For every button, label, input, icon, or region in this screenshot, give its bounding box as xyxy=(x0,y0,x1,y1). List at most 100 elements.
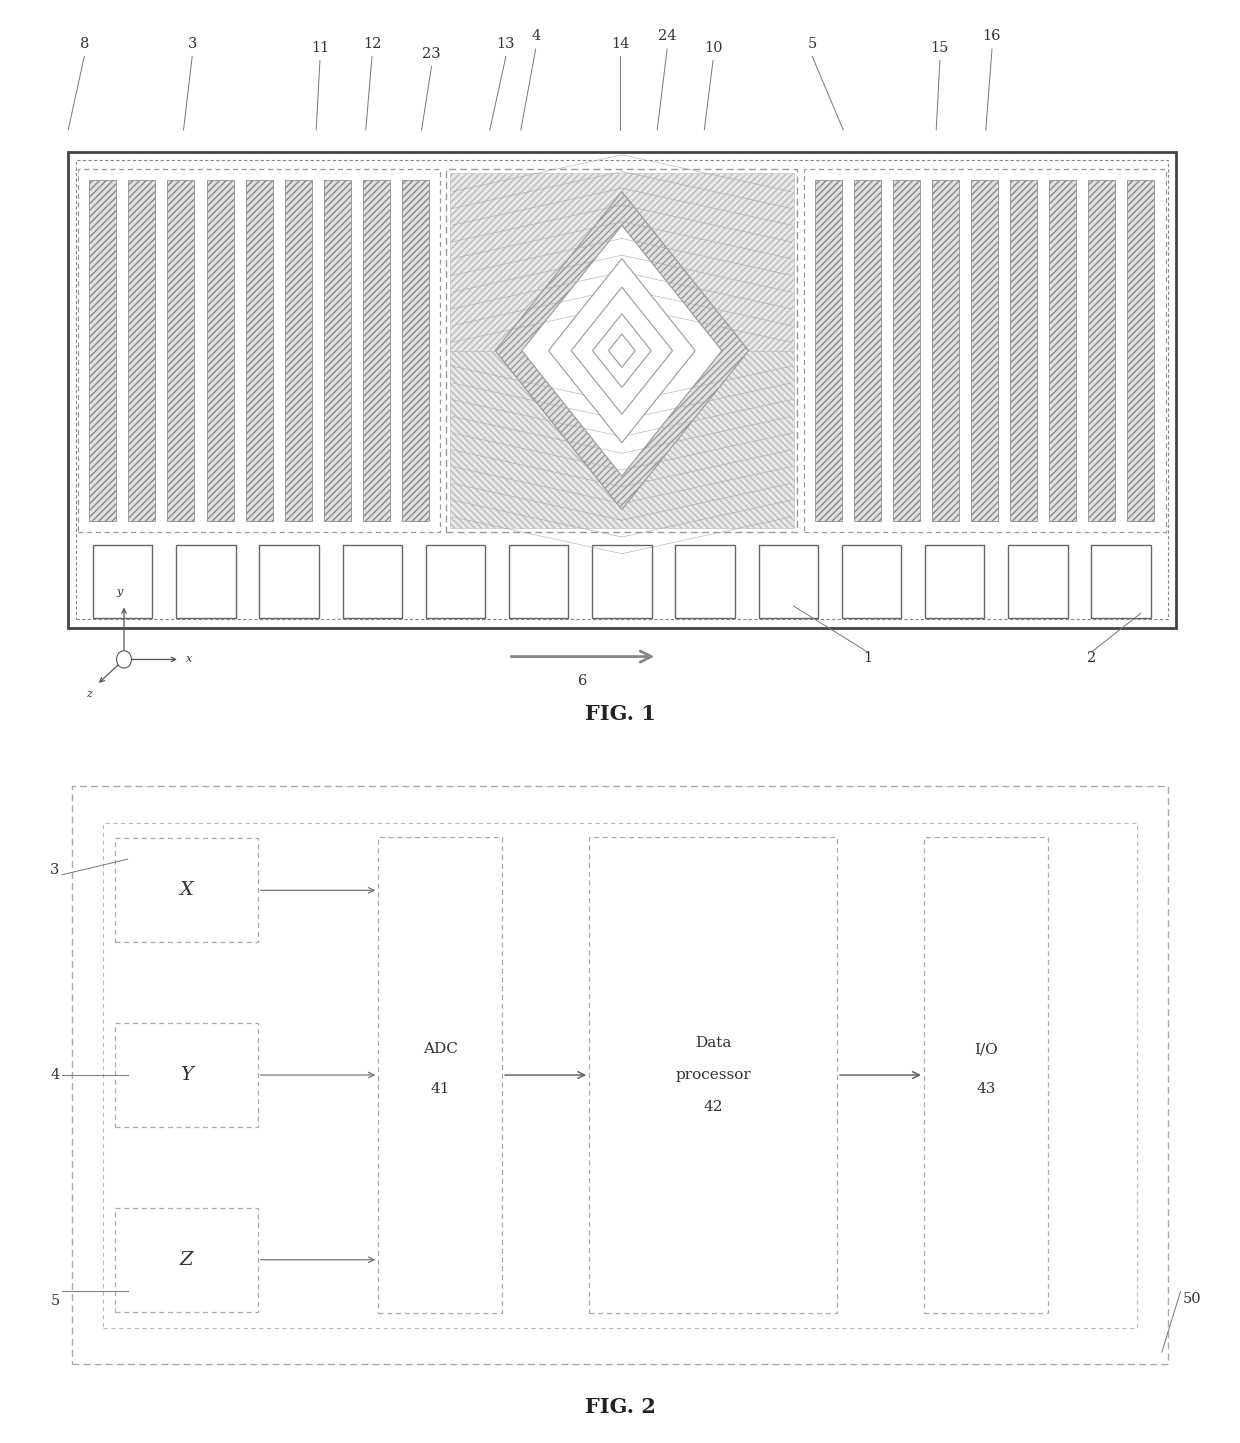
Bar xyxy=(115,1208,258,1312)
Text: 6: 6 xyxy=(578,674,588,688)
Bar xyxy=(1127,180,1154,521)
Bar xyxy=(363,180,389,521)
Bar xyxy=(759,545,818,618)
Text: 13: 13 xyxy=(497,36,515,51)
Text: 1: 1 xyxy=(863,651,873,665)
Bar xyxy=(93,545,153,618)
Bar xyxy=(72,786,1168,1364)
Bar xyxy=(1011,180,1037,521)
Bar xyxy=(246,180,273,521)
Text: 15: 15 xyxy=(931,40,949,55)
Bar xyxy=(1091,545,1151,618)
Text: 14: 14 xyxy=(611,36,629,51)
Bar xyxy=(285,180,311,521)
Polygon shape xyxy=(572,287,672,414)
Text: 3: 3 xyxy=(187,36,197,51)
Bar xyxy=(1127,180,1154,521)
Bar xyxy=(78,169,440,532)
Bar xyxy=(342,545,402,618)
Bar xyxy=(925,545,985,618)
Text: 4: 4 xyxy=(531,29,541,43)
Bar xyxy=(676,545,735,618)
Bar xyxy=(450,173,794,351)
Bar xyxy=(815,180,842,521)
Text: 8: 8 xyxy=(79,36,89,51)
Bar xyxy=(593,545,651,618)
Bar xyxy=(932,180,959,521)
Text: 50: 50 xyxy=(1183,1291,1202,1306)
Bar xyxy=(815,180,842,521)
Text: Data: Data xyxy=(694,1036,732,1051)
Polygon shape xyxy=(609,333,635,368)
Bar xyxy=(1008,545,1068,618)
Text: 12: 12 xyxy=(363,36,381,51)
Text: I/O: I/O xyxy=(973,1042,998,1056)
Bar xyxy=(854,180,880,521)
Text: Z: Z xyxy=(180,1251,193,1268)
Bar xyxy=(446,169,797,532)
Bar xyxy=(1089,180,1115,521)
Bar xyxy=(115,838,258,942)
Polygon shape xyxy=(593,313,651,388)
Bar xyxy=(89,180,117,521)
Bar xyxy=(932,180,959,521)
Text: 11: 11 xyxy=(311,40,329,55)
Bar xyxy=(285,180,311,521)
Bar xyxy=(1049,180,1076,521)
Bar xyxy=(971,180,998,521)
Polygon shape xyxy=(548,258,696,443)
Text: y: y xyxy=(115,587,123,597)
Bar xyxy=(1049,180,1076,521)
Text: 24: 24 xyxy=(658,29,676,43)
Bar xyxy=(804,169,1166,532)
Bar xyxy=(207,180,233,521)
Bar xyxy=(402,180,429,521)
Text: processor: processor xyxy=(675,1068,751,1082)
Bar xyxy=(259,545,319,618)
Bar xyxy=(1011,180,1037,521)
Bar xyxy=(971,180,998,521)
Text: 2: 2 xyxy=(1086,651,1096,665)
Text: 3: 3 xyxy=(50,863,60,876)
Text: 10: 10 xyxy=(704,40,722,55)
Bar xyxy=(68,152,1176,628)
Bar xyxy=(425,545,485,618)
Bar xyxy=(167,180,195,521)
Bar xyxy=(129,180,155,521)
Text: Y: Y xyxy=(180,1066,193,1084)
Bar xyxy=(842,545,901,618)
Bar xyxy=(246,180,273,521)
Text: FIG. 2: FIG. 2 xyxy=(584,1397,656,1417)
Bar xyxy=(207,180,233,521)
Bar xyxy=(103,823,1137,1328)
Bar xyxy=(589,837,837,1313)
Bar xyxy=(129,180,155,521)
Bar xyxy=(893,180,920,521)
Bar xyxy=(402,180,429,521)
Text: 16: 16 xyxy=(983,29,1001,43)
Bar xyxy=(893,180,920,521)
Text: x: x xyxy=(186,655,192,664)
Text: z: z xyxy=(86,690,92,700)
Text: 41: 41 xyxy=(430,1082,450,1097)
Text: X: X xyxy=(180,882,193,899)
Bar xyxy=(115,1023,258,1127)
Bar xyxy=(854,180,880,521)
Bar xyxy=(924,837,1048,1313)
Text: 5: 5 xyxy=(807,36,817,51)
Circle shape xyxy=(117,651,131,668)
Bar xyxy=(76,160,1168,619)
Bar xyxy=(1089,180,1115,521)
Text: ADC: ADC xyxy=(423,1042,458,1056)
Bar xyxy=(378,837,502,1313)
Polygon shape xyxy=(522,225,722,476)
Bar xyxy=(324,180,351,521)
Text: 43: 43 xyxy=(976,1082,996,1097)
Text: 42: 42 xyxy=(703,1100,723,1114)
Text: 23: 23 xyxy=(422,46,441,61)
Bar xyxy=(324,180,351,521)
Text: FIG. 1: FIG. 1 xyxy=(584,704,656,724)
Text: 4: 4 xyxy=(51,1068,60,1082)
Polygon shape xyxy=(495,192,749,509)
Bar xyxy=(167,180,195,521)
